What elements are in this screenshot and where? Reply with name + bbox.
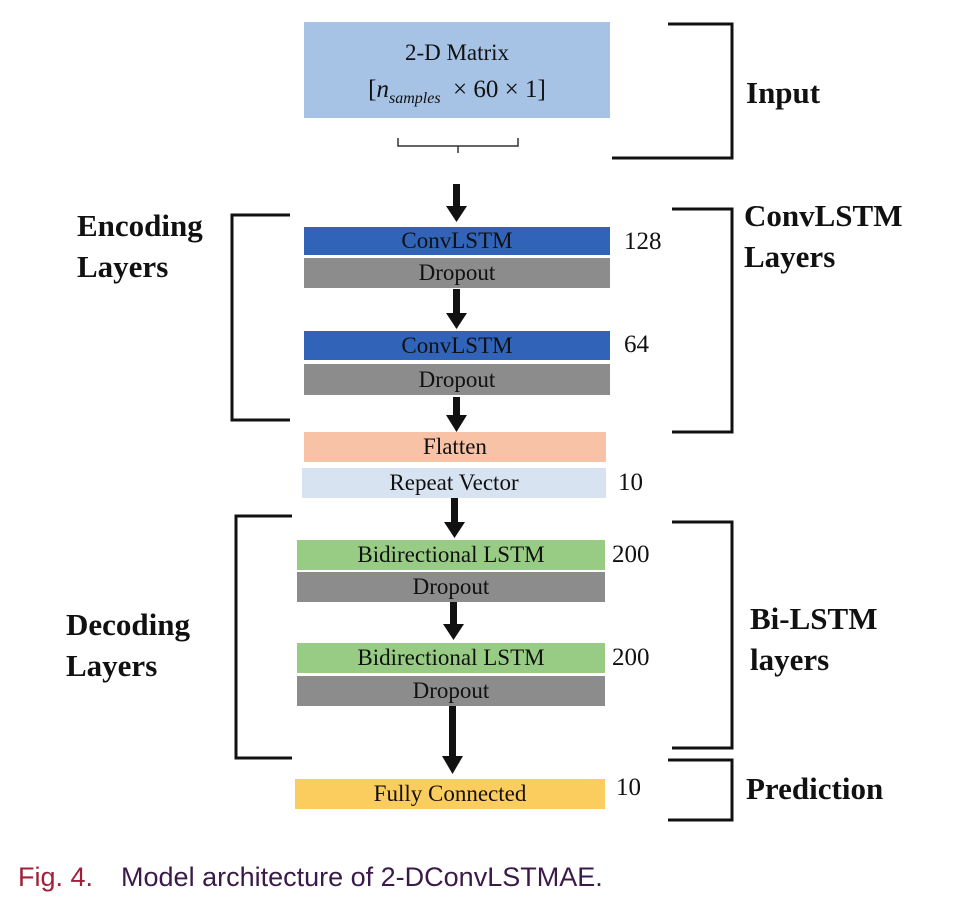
prediction-bracket <box>668 758 734 822</box>
convlstm-1-units: 128 <box>624 228 662 255</box>
convlstm-group-label: ConvLSTM Layers <box>744 198 903 274</box>
input-bracket <box>612 22 734 160</box>
decoding-bracket <box>234 514 292 760</box>
arrow-4 <box>444 498 465 538</box>
arrow-3 <box>446 397 467 432</box>
convlstm-layer-2: ConvLSTM <box>304 331 610 360</box>
fully-connected-units: 10 <box>616 774 641 801</box>
input-brace <box>397 138 519 153</box>
figure-caption: Fig. 4. Model architecture of 2-DConvLSTM… <box>18 862 603 893</box>
input-matrix-box: 2-D Matrix [nsamples × 60 × 1] <box>304 22 610 118</box>
arrow-2 <box>446 289 467 329</box>
bilstm-bracket <box>672 520 734 750</box>
convlstm-layer-1: ConvLSTM <box>304 227 610 255</box>
bilstm-group-label: Bi-LSTM layers <box>750 601 878 677</box>
arrow-6 <box>442 706 463 774</box>
input-group-label: Input <box>746 75 821 110</box>
repeat-vector-layer: Repeat Vector <box>302 468 606 498</box>
figure-caption-text: Model architecture of 2-DConvLSTMAE. <box>121 862 603 892</box>
bilstm-2-units: 200 <box>612 644 650 671</box>
figure-number: Fig. 4. <box>18 862 94 892</box>
dropout-layer-1: Dropout <box>304 258 610 288</box>
decoding-group-label: Decoding Layers <box>66 607 190 683</box>
bidirectional-lstm-layer-2: Bidirectional LSTM <box>297 643 605 673</box>
fully-connected-layer: Fully Connected <box>295 779 605 809</box>
convlstm-bracket <box>672 207 734 434</box>
convlstm-2-units: 64 <box>624 331 649 358</box>
prediction-group-label: Prediction <box>746 771 884 806</box>
repeat-vector-units: 10 <box>618 469 643 496</box>
encoding-group-label: Encoding Layers <box>77 208 203 284</box>
input-title: 2-D Matrix <box>404 40 510 65</box>
flatten-layer: Flatten <box>304 432 606 462</box>
dropout-layer-4: Dropout <box>297 676 605 706</box>
dropout-layer-3: Dropout <box>297 572 605 602</box>
arrow-5 <box>443 601 464 640</box>
encoding-bracket <box>230 213 290 422</box>
dropout-layer-2: Dropout <box>304 364 610 395</box>
bidirectional-lstm-layer-1: Bidirectional LSTM <box>297 540 605 570</box>
bilstm-1-units: 200 <box>612 541 650 568</box>
input-dimensions: [nsamples × 60 × 1] <box>368 76 546 107</box>
arrow-1 <box>446 184 467 222</box>
